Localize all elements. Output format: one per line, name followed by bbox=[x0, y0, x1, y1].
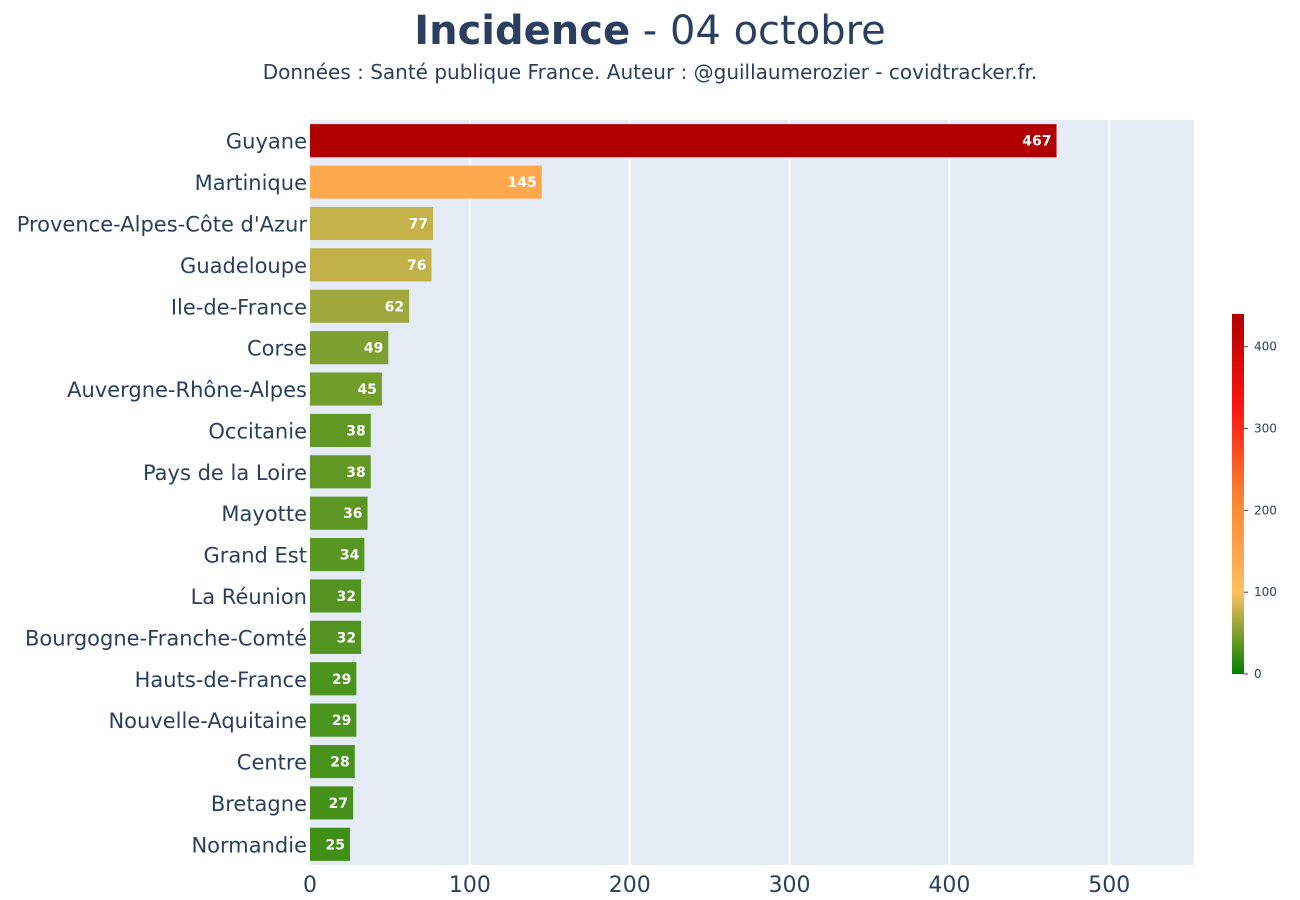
y-category-label: Normandie bbox=[191, 833, 307, 857]
x-tick-label: 100 bbox=[449, 873, 491, 898]
bar[interactable] bbox=[310, 331, 389, 365]
bar[interactable] bbox=[310, 413, 371, 447]
y-category-label: Hauts-de-France bbox=[135, 668, 307, 692]
bar-value-label: 34 bbox=[340, 548, 360, 564]
chart-subtitle: Données : Santé publique France. Auteur … bbox=[262, 60, 1038, 84]
bar-value-label: 38 bbox=[346, 465, 365, 481]
y-category-label: Occitanie bbox=[208, 419, 307, 443]
y-category-label: Corse bbox=[247, 337, 307, 361]
bar[interactable] bbox=[310, 248, 432, 282]
bar[interactable] bbox=[310, 496, 368, 530]
y-category-label: Ile-de-France bbox=[171, 295, 307, 319]
y-category-label: Martinique bbox=[195, 171, 307, 195]
chart-title-bold: Incidence bbox=[414, 8, 631, 54]
x-tick-label: 0 bbox=[303, 873, 317, 898]
bar-value-label: 467 bbox=[1022, 134, 1051, 150]
colorbar-gradient bbox=[1232, 314, 1244, 674]
bar[interactable] bbox=[310, 538, 365, 572]
bar-value-label: 27 bbox=[329, 796, 348, 812]
bar-value-label: 62 bbox=[385, 299, 404, 315]
chart-title: Incidence - 04 octobre bbox=[0, 8, 1300, 54]
y-category-label: Provence-Alpes-Côte d'Azur bbox=[17, 212, 308, 236]
colorbar-tick-label: 300 bbox=[1254, 422, 1277, 436]
bar[interactable] bbox=[310, 372, 382, 406]
bar-value-label: 76 bbox=[407, 258, 426, 274]
colorbar-tick-label: 0 bbox=[1254, 667, 1262, 681]
bar-value-label: 45 bbox=[357, 382, 376, 398]
bar[interactable] bbox=[310, 786, 354, 820]
bar-value-label: 25 bbox=[325, 837, 344, 853]
bar-value-label: 145 bbox=[508, 175, 537, 191]
x-tick-label: 200 bbox=[609, 873, 651, 898]
bar[interactable] bbox=[310, 827, 350, 861]
colorbar-tick-label: 200 bbox=[1254, 503, 1277, 517]
y-category-label: Auvergne-Rhône-Alpes bbox=[67, 378, 307, 402]
colorbar-tick-label: 100 bbox=[1254, 585, 1277, 599]
x-tick-label: 300 bbox=[769, 873, 811, 898]
y-category-label: Centre bbox=[237, 751, 307, 775]
y-category-label: Guadeloupe bbox=[180, 254, 307, 278]
bar-value-label: 38 bbox=[346, 423, 365, 439]
bar-value-label: 32 bbox=[337, 589, 356, 605]
chart-title-date: - 04 octobre bbox=[630, 8, 886, 54]
y-category-label: Grand Est bbox=[203, 544, 307, 568]
x-tick-label: 400 bbox=[928, 873, 970, 898]
bar[interactable] bbox=[310, 744, 355, 779]
colorbar-tick-label: 400 bbox=[1254, 340, 1277, 354]
y-category-label: Nouvelle-Aquitaine bbox=[108, 709, 307, 733]
bar-value-label: 36 bbox=[343, 506, 362, 522]
bar[interactable] bbox=[310, 455, 371, 489]
plot-area bbox=[310, 120, 1194, 865]
bar-value-label: 28 bbox=[330, 755, 349, 771]
bar[interactable] bbox=[310, 703, 357, 737]
bar-value-label: 29 bbox=[332, 672, 351, 688]
bar[interactable] bbox=[310, 662, 357, 696]
y-category-label: Guyane bbox=[226, 130, 307, 154]
y-category-label: La Réunion bbox=[191, 585, 307, 609]
bar-value-label: 49 bbox=[364, 341, 383, 357]
bar[interactable] bbox=[310, 165, 542, 199]
bar[interactable] bbox=[310, 620, 362, 654]
y-category-label: Bourgogne-Franche-Comté bbox=[25, 626, 307, 650]
bar-value-label: 29 bbox=[332, 713, 351, 729]
bar-value-label: 32 bbox=[337, 630, 356, 646]
y-category-label: Bretagne bbox=[211, 792, 307, 816]
colorbar: 0 100 200 300 400 bbox=[1232, 314, 1277, 681]
bar[interactable] bbox=[310, 289, 410, 323]
bar[interactable] bbox=[310, 579, 362, 613]
bar[interactable] bbox=[310, 124, 1057, 158]
bar[interactable] bbox=[310, 206, 434, 241]
y-category-label: Pays de la Loire bbox=[143, 461, 307, 485]
x-tick-label: 500 bbox=[1088, 873, 1130, 898]
y-category-label: Mayotte bbox=[221, 502, 307, 526]
bar-value-label: 77 bbox=[409, 216, 428, 232]
